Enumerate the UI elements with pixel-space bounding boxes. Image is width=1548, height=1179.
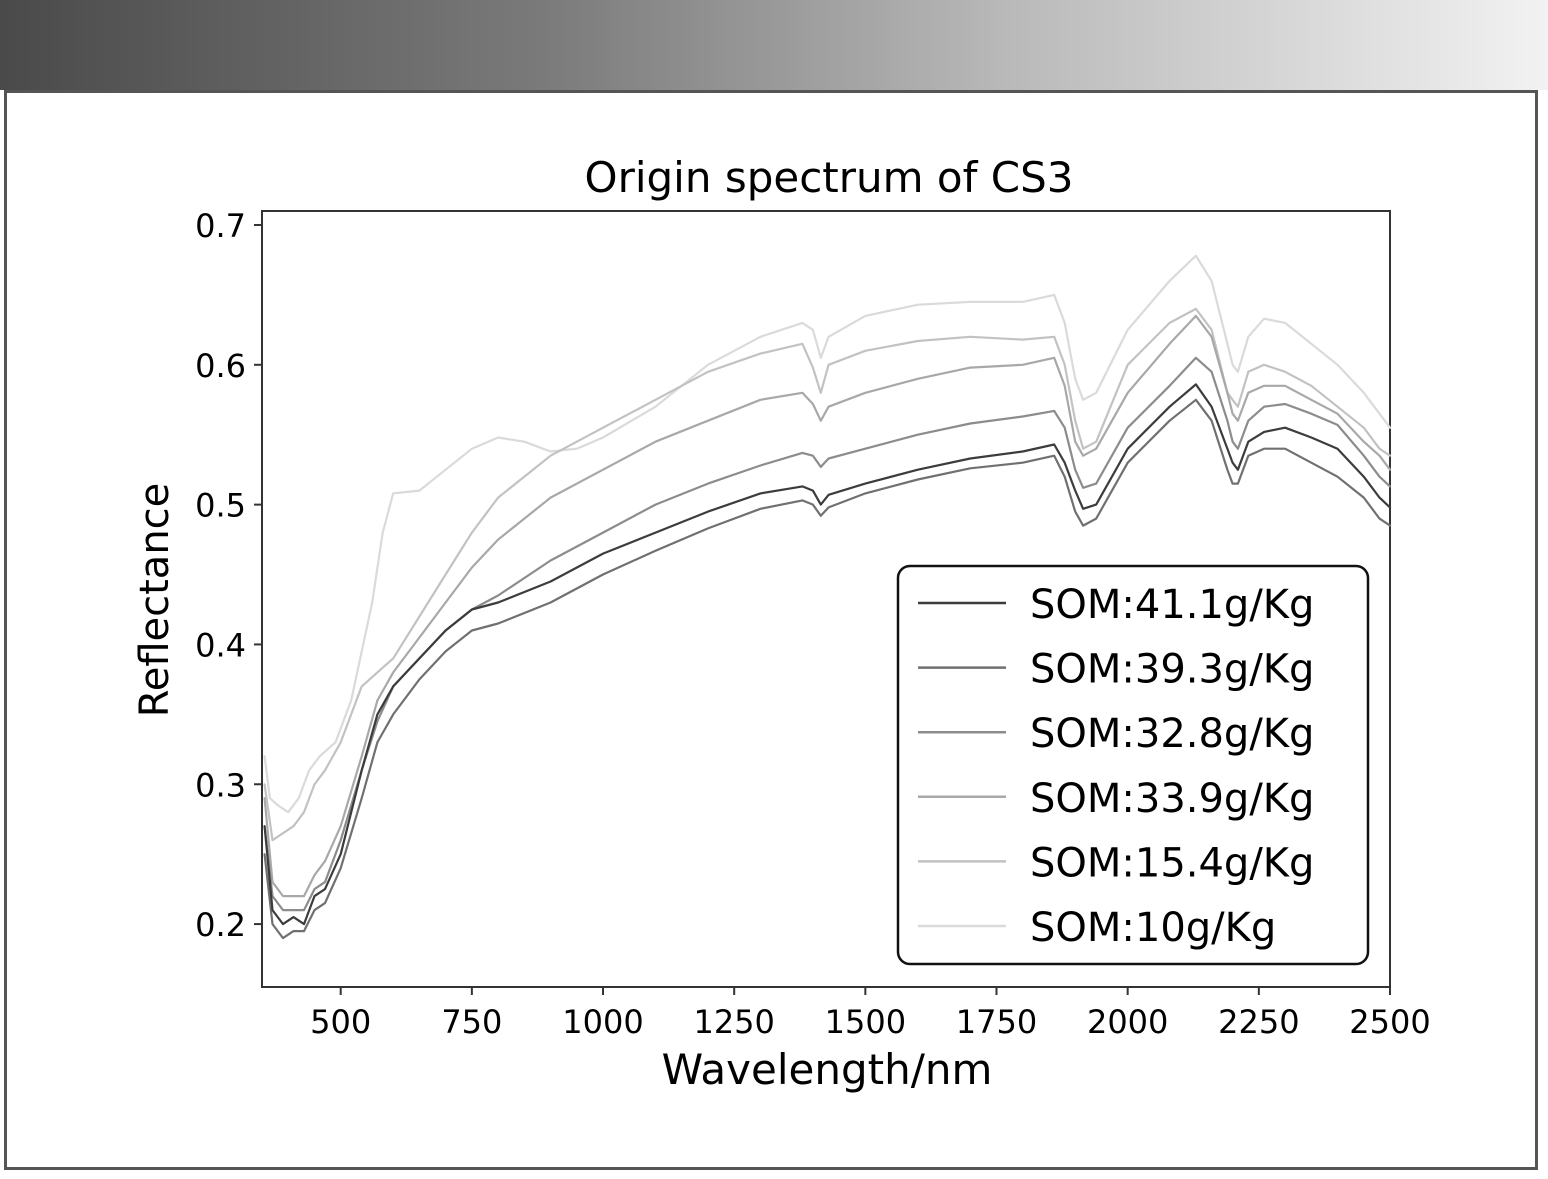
legend: SOM:41.1g/Kg SOM:39.3g/Kg SOM:32.8g/Kg SOM:… [896,564,1370,966]
series-line-2 [263,398,1392,940]
x-tick-label: 500 [310,1003,371,1041]
y-tick-label: 0.3 [195,766,246,804]
series-line-5 [263,307,1392,842]
x-tick-label: 2000 [1087,1003,1168,1041]
legend-label: SOM:39.3g/Kg [1030,647,1314,693]
series-line-4 [263,314,1392,898]
y-axis-label: Reflectance [132,483,178,718]
x-tick-label: 1750 [956,1003,1037,1041]
x-axis-label: Wavelength/nm [662,1045,993,1094]
x-tick-label: 1250 [693,1003,774,1041]
legend-label: SOM:33.9g/Kg [1030,776,1314,822]
legend-label: SOM:10g/Kg [1030,905,1276,951]
y-axis: 0.2 0.3 0.4 0.5 0.6 0.7 [195,207,262,944]
legend-label: SOM:15.4g/Kg [1030,840,1314,886]
series-line-6 [263,254,1392,814]
series-lines [263,254,1392,940]
x-tick-label: 2250 [1218,1003,1299,1041]
header-gradient-bar [0,0,1548,90]
y-tick-label: 0.5 [195,487,246,525]
x-axis: 500 750 1000 1250 1500 1750 2000 2250 2500 [310,987,1431,1041]
y-tick-label: 0.2 [195,906,246,944]
y-tick-label: 0.7 [195,207,246,245]
legend-box [896,564,1370,966]
x-tick-label: 1000 [562,1003,643,1041]
y-tick-label: 0.6 [195,347,246,385]
series-line-1 [263,383,1392,926]
x-tick-label: 2500 [1349,1003,1430,1041]
legend-label: SOM:41.1g/Kg [1030,582,1314,628]
x-tick-label: 750 [441,1003,502,1041]
plot-area-frame [261,210,1391,988]
legend-label: SOM:32.8g/Kg [1030,711,1314,757]
x-tick-label: 1500 [825,1003,906,1041]
chart-title: Origin spectrum of CS3 [585,153,1074,202]
y-tick-label: 0.4 [195,626,246,664]
